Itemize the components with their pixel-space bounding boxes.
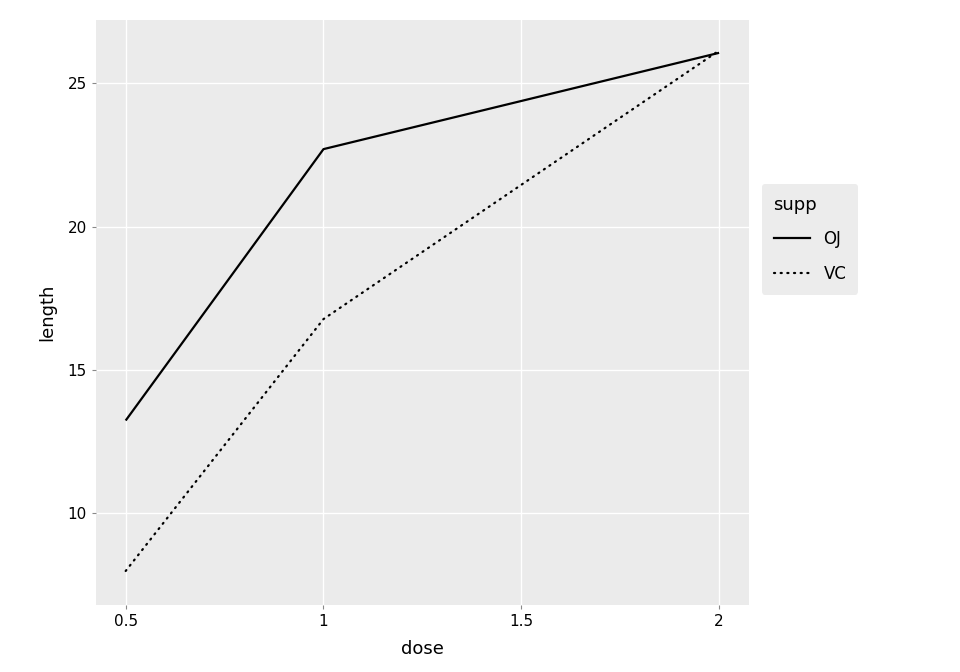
Y-axis label: length: length xyxy=(38,284,57,341)
X-axis label: dose: dose xyxy=(401,640,444,658)
Legend: OJ, VC: OJ, VC xyxy=(762,184,858,294)
